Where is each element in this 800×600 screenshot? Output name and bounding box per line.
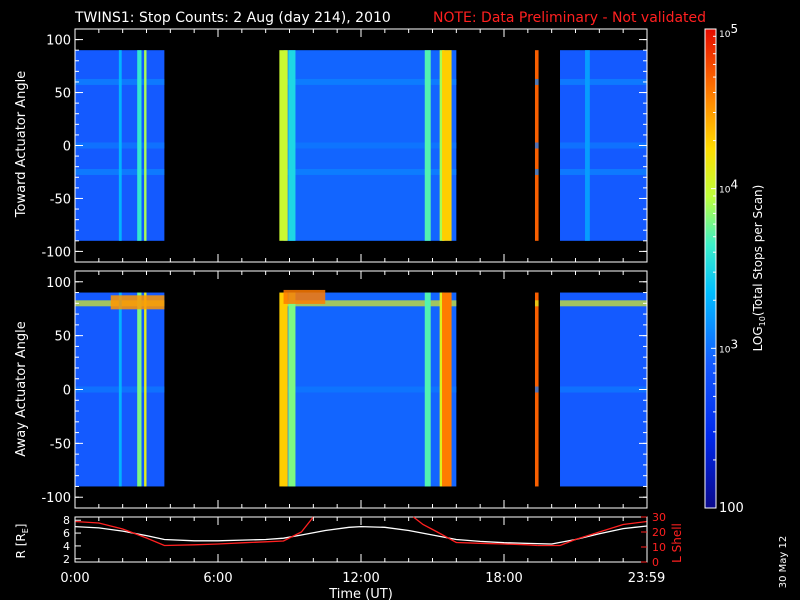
y-tick-label: 100: [46, 276, 71, 291]
y-left-tick-label: 6: [63, 527, 70, 540]
colorbar-label-main: LOG: [751, 326, 765, 351]
colorbar-tick-exp: 5: [730, 22, 738, 36]
r-ylabel: R [RE]: [14, 524, 30, 559]
angle-band: [560, 300, 647, 307]
y-left-tick-label: 2: [63, 553, 70, 566]
r-ylabel-end: ]: [14, 524, 28, 529]
hotspot: [110, 295, 165, 310]
y-tick-label: 0: [63, 384, 71, 399]
toward-ylabel: Toward Actuator Angle: [14, 71, 29, 218]
colorbar-tick-label: 104: [719, 178, 738, 196]
away-ylabel: Away Actuator Angle: [14, 321, 29, 456]
angle-band: [534, 300, 539, 307]
x-tick-label: 23:59: [628, 571, 665, 586]
y-right-tick-label: 20: [652, 526, 666, 539]
y-tick-label: -50: [50, 437, 71, 452]
away-heatmap-panel: 100 50 0 -50 -100: [41, 270, 648, 509]
angle-band: [534, 168, 539, 175]
y-tick-label: -100: [41, 245, 71, 260]
y-tick-label: -100: [41, 491, 71, 506]
x-tick-label: 18:00: [485, 571, 522, 586]
angle-band: [283, 168, 457, 175]
y-tick-label: 100: [46, 34, 71, 49]
lshell-ylabel: L Shell: [670, 523, 684, 563]
chart-title: TWINS1: Stop Counts: 2 Aug (day 214), 20…: [74, 10, 391, 26]
colorbar-tick-base: 10: [719, 186, 731, 196]
y-right-tick-label: 10: [652, 541, 666, 554]
y-left-tick-label: 4: [63, 540, 70, 553]
y-tick-label: 50: [54, 330, 71, 345]
time-streak: [288, 292, 296, 487]
colorbar-tick-base: 10: [719, 345, 731, 355]
colorbar-label-sub: 10: [758, 316, 767, 326]
time-streak: [137, 50, 142, 241]
colorbar-tick-base: 10: [719, 30, 731, 40]
preliminary-note: NOTE: Data Preliminary - Not validated: [433, 10, 706, 26]
time-streak: [585, 50, 590, 241]
x-tick-label: 0:00: [60, 571, 89, 586]
time-streak: [118, 50, 122, 241]
angle-band: [560, 386, 647, 393]
angle-band: [534, 78, 539, 85]
angle-band: [283, 142, 457, 149]
angle-band: [283, 300, 457, 307]
time-streak: [279, 50, 288, 241]
time-streak: [144, 292, 147, 487]
y-right-tick-label: 0: [652, 556, 659, 569]
r-ylabel-sub: E: [21, 528, 30, 533]
lshell-series-line: [537, 520, 648, 547]
time-xlabel: Time (UT): [328, 587, 393, 600]
angle-band: [560, 78, 647, 85]
angle-band: [534, 386, 539, 393]
time-streak: [442, 50, 452, 241]
colorbar-tick-exp: 3: [730, 337, 738, 351]
angle-band: [283, 386, 457, 393]
y-tick-label: 50: [54, 87, 71, 102]
y-right-tick-label: 30: [652, 511, 666, 524]
colorbar-tick-label: 105: [719, 22, 738, 40]
time-streak: [118, 292, 122, 487]
hotspot: [283, 289, 326, 304]
time-streak: [144, 50, 147, 241]
angle-band: [283, 78, 457, 85]
colorbar-tick-base: 100: [719, 501, 744, 516]
colorbar-tick-exp: 4: [730, 178, 738, 192]
colorbar-frame: [704, 28, 717, 509]
lshell-series-line: [74, 516, 314, 547]
y-tick-label: -50: [50, 192, 71, 207]
r-ylabel-main: R [R: [14, 533, 28, 558]
colorbar-tick-label: 103: [719, 337, 738, 355]
time-streak: [424, 292, 431, 487]
angle-band: [534, 142, 539, 149]
toward-heatmap-panel: 100 50 0 -50 -100: [41, 28, 648, 263]
time-streak: [424, 50, 431, 241]
time-streak: [279, 292, 288, 487]
r-series-line: [74, 525, 648, 545]
x-tick-label: 12:00: [342, 571, 379, 586]
colorbar-tick-label: 100: [719, 501, 744, 516]
colorbar-fill: [705, 29, 716, 508]
angle-band: [560, 142, 647, 149]
y-tick-label: 0: [63, 140, 71, 155]
time-streak: [137, 292, 142, 487]
y-left-tick-label: 8: [63, 514, 70, 527]
time-streak: [288, 50, 296, 241]
angle-band: [560, 168, 647, 175]
colorbar-label-rest: (Total Stops per Scan): [751, 185, 765, 316]
colorbar-label: LOG10(Total Stops per Scan): [751, 185, 767, 352]
x-tick-label: 6:00: [203, 571, 232, 586]
date-stamp: 30 May 12: [778, 536, 789, 588]
lshell-series-line: [412, 516, 538, 547]
time-streak: [442, 292, 452, 487]
